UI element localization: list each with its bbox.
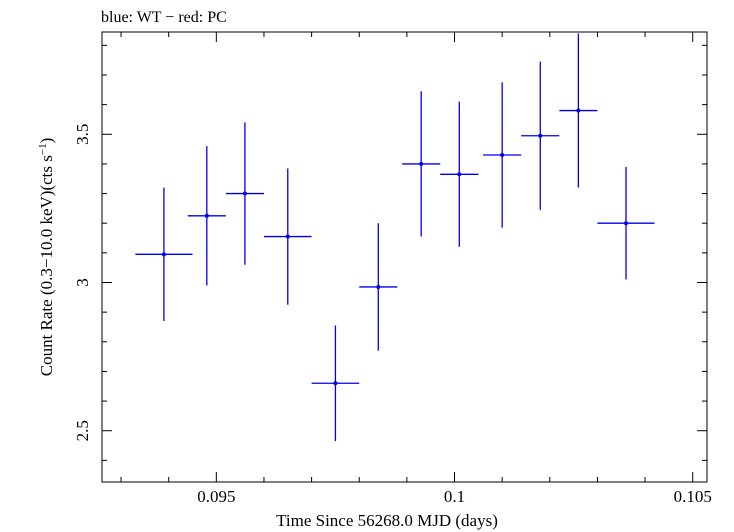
y-tick-label: 2.5: [73, 420, 92, 441]
y-tick-label: 3.5: [73, 124, 92, 145]
data-marker: [376, 284, 381, 289]
x-tick-label: 0.105: [674, 487, 712, 506]
data-marker: [204, 213, 209, 218]
data-marker: [500, 153, 505, 158]
x-axis-label: Time Since 56268.0 MJD (days): [276, 511, 498, 530]
chart-title: blue: WT − red: PC: [101, 9, 227, 26]
data-marker: [242, 191, 247, 196]
data-marker: [457, 172, 462, 177]
minor-ticks: [102, 32, 707, 482]
y-axis-label-close: ): [37, 138, 56, 144]
data-point: [440, 101, 479, 247]
x-tick-label: 0.095: [197, 487, 235, 506]
data-marker: [538, 133, 543, 138]
major-ticks: [102, 32, 707, 482]
data-marker: [285, 234, 290, 239]
y-axis-label: Count Rate (0.3−10.0 keV)(cts s−1): [37, 138, 56, 377]
data-marker: [624, 221, 629, 226]
y-axis-label-main: Count Rate (0.3−10.0 keV)(cts s: [37, 155, 56, 376]
data-point: [187, 146, 226, 286]
data-point: [359, 223, 398, 351]
data-points: [135, 33, 655, 442]
y-tick-label: 3: [73, 278, 92, 287]
data-marker: [333, 381, 338, 386]
data-marker: [576, 108, 581, 113]
x-tick-label: 0.1: [444, 487, 465, 506]
plot-frame: [101, 31, 708, 483]
data-point: [402, 91, 441, 237]
data-point: [597, 166, 655, 280]
data-point: [521, 61, 560, 210]
data-point: [483, 82, 522, 228]
data-point: [311, 325, 360, 442]
data-point: [225, 122, 264, 265]
data-point: [263, 168, 312, 305]
data-point: [559, 33, 598, 188]
tick-labels: 0.095 0.1 0.105 2.5 3 3.5: [73, 124, 712, 506]
data-marker: [161, 252, 166, 257]
y-axis-label-exponent: −1: [37, 143, 49, 155]
data-point: [135, 187, 193, 322]
data-marker: [419, 161, 424, 166]
